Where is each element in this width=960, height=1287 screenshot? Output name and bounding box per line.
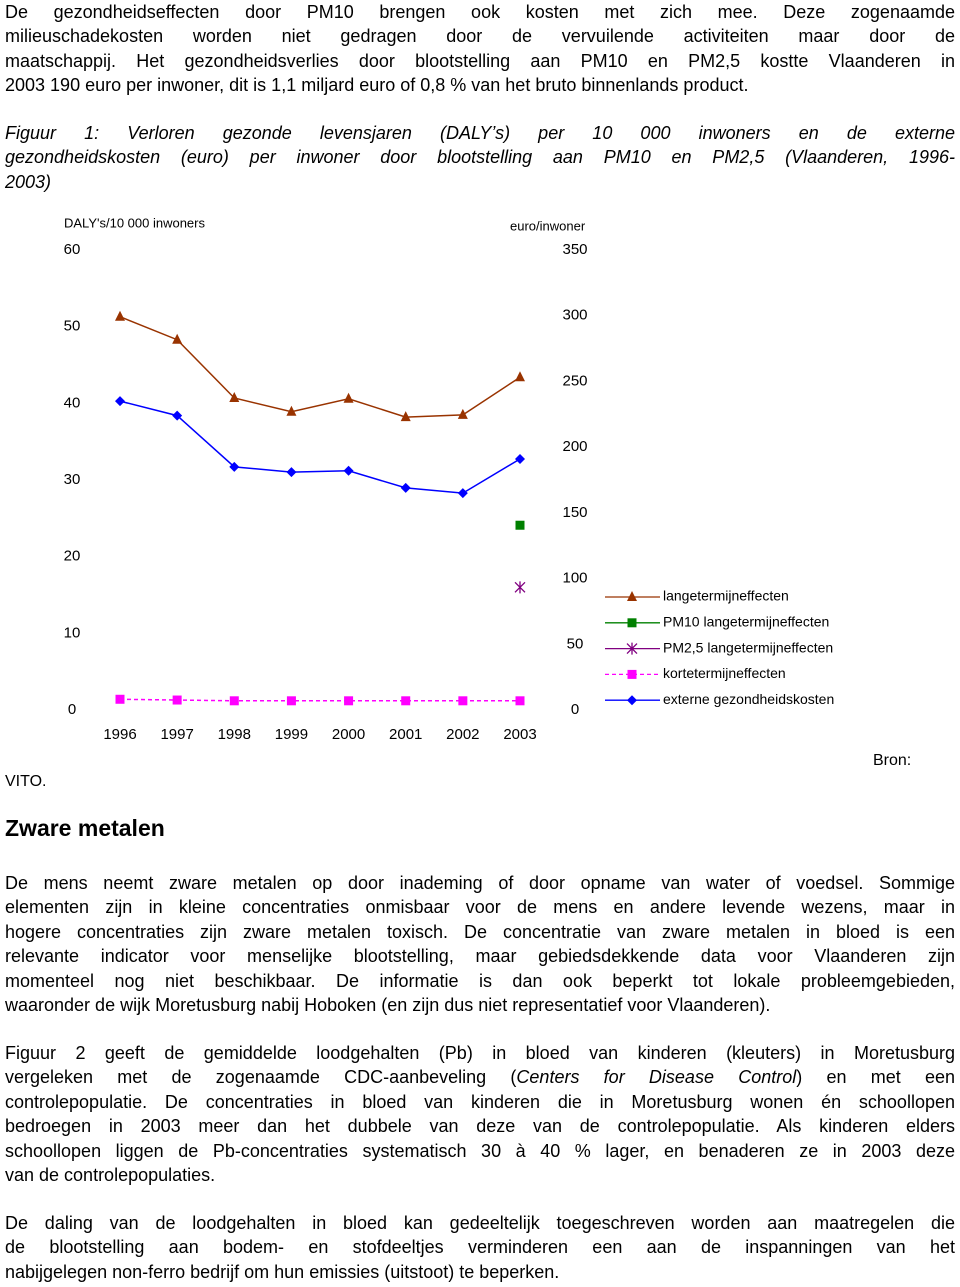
text-segment: Centers for Disease Control <box>516 1067 797 1088</box>
y-tick-label: 60 <box>64 241 81 258</box>
y2-axis-title: euro/inwoner <box>510 218 586 233</box>
x-tick-label: 2001 <box>389 726 422 743</box>
data-point <box>172 333 183 344</box>
text-line: de blootstelling aan bodem- en stofdeelt… <box>5 1237 955 1258</box>
data-point <box>286 405 297 416</box>
data-point <box>172 695 182 705</box>
data-point <box>229 391 240 402</box>
y-tick-label: 50 <box>64 318 81 335</box>
x-tick-label: 2002 <box>446 726 479 743</box>
legend-label: externe gezondheidskosten <box>663 691 834 707</box>
legend-label: kortetermijneffecten <box>663 665 786 681</box>
data-point <box>172 410 183 421</box>
data-point <box>515 696 525 706</box>
legend-marker <box>626 642 638 655</box>
data-point <box>343 465 354 476</box>
y2-tick-label: 200 <box>562 438 587 455</box>
text-line: schoollopen liggen de Pb-concentraties s… <box>5 1140 955 1161</box>
text-line: De mens neemt zware metalen op door inad… <box>5 873 955 893</box>
x-tick-label: 1996 <box>103 726 136 743</box>
text-line: relevante indicator voor menselijke bloo… <box>5 946 955 967</box>
legend-marker <box>627 695 637 706</box>
section-heading: Zware metalen <box>5 815 165 841</box>
text-line: gezondheidskosten (euro) per inwoner doo… <box>5 147 955 168</box>
series-line <box>119 316 521 418</box>
legend-label: langetermijneffecten <box>663 588 789 604</box>
text-line: Figuur 2 geeft de gemiddelde loodgehalte… <box>5 1043 955 1063</box>
data-point <box>514 581 526 594</box>
x-tick-label: 1997 <box>160 726 193 743</box>
text-line: vergeleken met de zogenaamde CDC-aanbeve… <box>5 1065 955 1089</box>
data-point <box>400 411 411 422</box>
data-point <box>401 696 411 706</box>
data-point <box>115 694 125 704</box>
data-point <box>229 461 240 472</box>
data-point <box>286 467 297 478</box>
text-line: milieuschadekosten worden niet gedragen … <box>5 26 955 47</box>
y-tick-label: 40 <box>64 394 81 411</box>
data-point <box>115 310 125 321</box>
y-tick-label: 10 <box>64 624 81 641</box>
data-point <box>457 408 468 419</box>
text-line: elementen zijn in kleine concentraties o… <box>5 897 955 918</box>
legend-label: PM10 langetermijneffecten <box>663 614 829 630</box>
x-tick-label: 1998 <box>218 726 251 743</box>
series-line <box>119 698 520 702</box>
y-tick-label: 0 <box>68 701 76 718</box>
y-tick-label: 30 <box>64 471 81 488</box>
y-axis-title: DALY's/10 000 inwoners <box>64 215 205 230</box>
source: VITO. <box>5 773 47 790</box>
y2-tick-label: 100 <box>562 570 587 587</box>
text-segment: ) en met een <box>796 1067 955 1088</box>
x-tick-label: 2003 <box>503 726 536 743</box>
text-line: De daling van de loodgehalten in bloed k… <box>5 1213 955 1233</box>
data-point <box>343 392 354 403</box>
data-point <box>515 453 525 464</box>
y2-tick-label: 300 <box>562 307 587 324</box>
text-line: De gezondheidseffecten door PM10 brengen… <box>5 2 955 22</box>
text-line: nabijgelegen non-ferro bedrijf om hun em… <box>5 1261 560 1282</box>
y2-tick-label: 150 <box>562 504 587 521</box>
y2-tick-label: 50 <box>567 635 584 652</box>
data-point <box>115 396 125 407</box>
series-line <box>119 400 521 494</box>
x-tick-label: 2000 <box>332 726 365 743</box>
text-line: van de controlepopulaties. <box>5 1165 216 1185</box>
text-line: maatschappij. Het gezondheidsverlies doo… <box>5 50 955 71</box>
text-line: Figuur 1: Verloren gezonde levensjaren (… <box>5 123 955 143</box>
text-line: controlepopulatie. De concentraties in b… <box>5 1091 955 1112</box>
legend-marker <box>627 618 637 628</box>
text-line: 2003) <box>5 171 52 192</box>
data-point <box>286 696 296 706</box>
text-line: bedroegen in 2003 meer dan het dubbele v… <box>5 1116 955 1137</box>
y2-tick-label: 0 <box>571 701 579 718</box>
legend-marker <box>627 591 637 601</box>
legend-marker <box>627 669 637 679</box>
source-label: Bron: <box>873 752 912 769</box>
y-tick-label: 20 <box>64 548 81 565</box>
text-line: momenteel nog niet beschikbaar. De infor… <box>5 970 955 991</box>
data-point <box>515 520 525 530</box>
text-segment: vergeleken met de zogenaamde CDC-aanbeve… <box>5 1067 517 1088</box>
text-line: waaronder de wijk Moretusburg nabij Hobo… <box>5 995 771 1015</box>
chart: DALY's/10 000 inwoners euro/inwoner 0 10 20 3… <box>64 215 835 743</box>
data-point <box>515 371 525 382</box>
text-line: 2003 190 euro per inwoner, dit is 1,1 mi… <box>5 75 749 96</box>
y2-tick-label: 250 <box>562 372 587 389</box>
text-line: hogere concentraties zijn zware metalen … <box>5 921 955 942</box>
data-point <box>400 482 411 493</box>
x-tick-label: 1999 <box>275 726 308 743</box>
data-point <box>229 696 239 706</box>
data-point <box>457 488 468 499</box>
y2-tick-label: 350 <box>562 241 587 258</box>
legend-label: PM2,5 langetermijneffecten <box>663 639 833 655</box>
data-point <box>458 696 468 706</box>
data-point <box>344 696 354 706</box>
